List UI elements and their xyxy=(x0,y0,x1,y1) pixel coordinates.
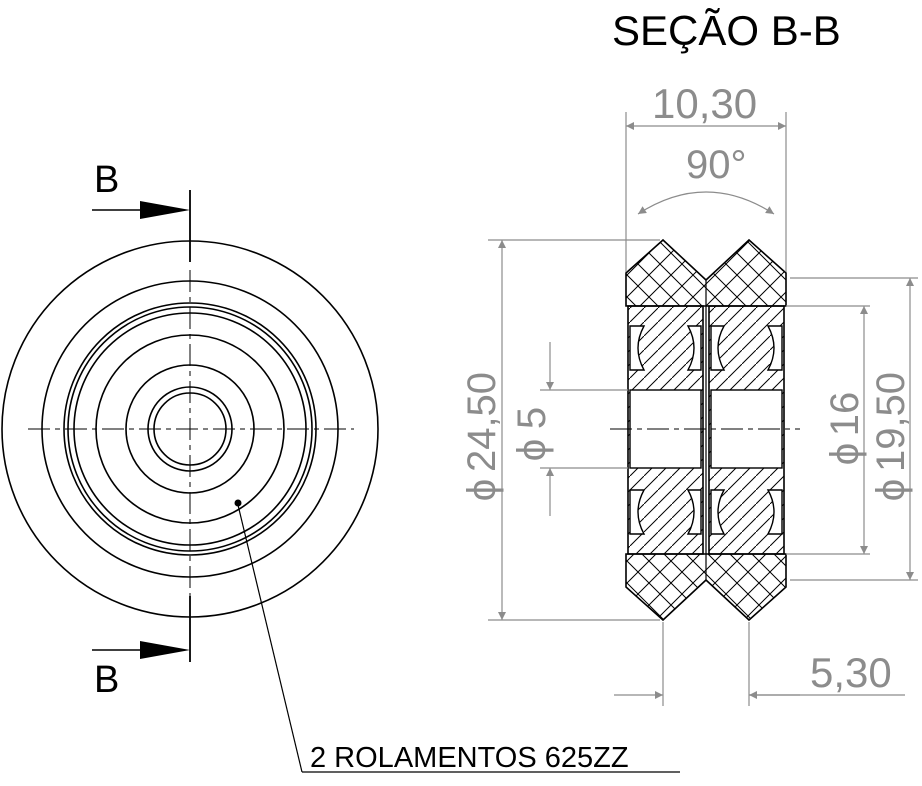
dim-bearing-outer: ϕ 19,50 xyxy=(869,372,913,501)
dimension-lines xyxy=(488,112,918,706)
dim-outer-diameter-value: 24,50 xyxy=(460,372,504,472)
dim-outer-diameter-symbol: ϕ xyxy=(460,479,504,501)
tire-bottom-section xyxy=(625,553,787,622)
dim-bore-diameter: ϕ 5 xyxy=(510,407,554,461)
dim-bearing-outer-symbol: ϕ xyxy=(869,479,913,501)
front-centerlines xyxy=(28,270,354,600)
dim-outer-diameter: ϕ 24,50 xyxy=(460,372,504,501)
bearing-callout: 2 ROLAMENTOS 625ZZ xyxy=(310,742,629,774)
cut-label-bottom: B xyxy=(94,659,119,701)
dim-inner-diameter-value: 16 xyxy=(823,392,867,437)
dim-angle: 90° xyxy=(686,143,747,187)
dim-bore-diameter-value: 5 xyxy=(510,407,554,429)
dim-bore-diameter-symbol: ϕ xyxy=(510,439,554,461)
dim-inner-diameter-symbol: ϕ xyxy=(823,443,867,465)
dim-bearing-outer-value: 19,50 xyxy=(869,372,913,472)
ball-cavities-top xyxy=(629,325,783,371)
section-cut-bottom xyxy=(92,596,191,662)
ball-cavities-bottom xyxy=(629,489,783,535)
dim-inner-diameter: ϕ 16 xyxy=(823,392,867,465)
dim-width: 10,30 xyxy=(652,80,757,127)
tire-top-section xyxy=(625,238,787,307)
section-title: SEÇÃO B-B xyxy=(612,7,841,54)
section-view xyxy=(625,238,787,622)
leader-dot xyxy=(234,499,242,507)
callout-leader xyxy=(237,504,680,773)
section-cut-top xyxy=(92,190,191,262)
cut-label-top: B xyxy=(94,159,119,201)
dim-half-width: 5,30 xyxy=(810,649,892,696)
